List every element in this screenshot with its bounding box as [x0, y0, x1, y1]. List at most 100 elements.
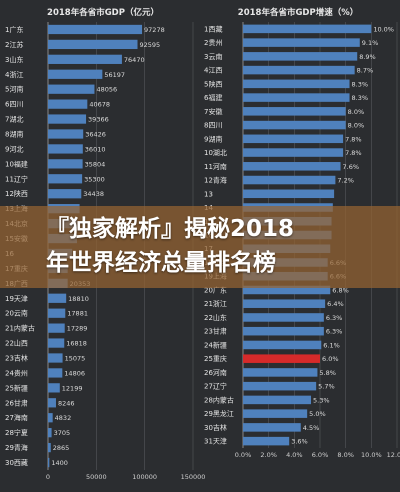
gdp-value-label: 12199 [62, 384, 83, 392]
growth-category-label: 10湖北 [204, 148, 227, 157]
gdp-category-label: 1广东 [5, 25, 23, 34]
headline-line-1: 『独家解析』揭秘2018 [46, 216, 295, 242]
growth-category-label: 7安徽 [204, 107, 222, 116]
growth-bar [243, 381, 317, 391]
gdp-chart-title: 2018年各省市GDP（亿元） [47, 7, 159, 18]
gdp-category-label: 21内蒙古 [5, 324, 35, 333]
growth-bar [243, 436, 290, 446]
growth-value-label: 6.3% [326, 314, 343, 322]
gdp-bar [48, 428, 52, 438]
gdp-bar [48, 24, 143, 35]
gdp-bar [48, 189, 82, 199]
growth-bar [243, 285, 331, 295]
gdp-category-label: 25新疆 [5, 383, 28, 392]
growth-bar [243, 24, 372, 34]
gdp-bar [48, 39, 138, 50]
gdp-bar [48, 383, 60, 393]
growth-bar [243, 326, 324, 336]
gdp-bar [48, 69, 103, 79]
growth-category-label: 25重庆 [204, 354, 227, 363]
gdp-bar [48, 144, 83, 154]
growth-value-label: 8.9% [359, 53, 376, 61]
growth-value-label: 10.0% [373, 25, 394, 33]
growth-bar [243, 120, 346, 130]
growth-bar [243, 52, 358, 61]
gdp-bar [48, 293, 67, 303]
gdp-value-label: 76470 [124, 56, 145, 64]
gdp-category-label: 27海南 [5, 413, 28, 422]
gdp-bar [48, 338, 65, 348]
growth-category-label: 12青海 [204, 176, 227, 185]
gdp-category-label: 3山东 [5, 55, 23, 64]
growth-bar [243, 134, 344, 144]
gdp-value-label: 15075 [65, 355, 86, 363]
gdp-bar [48, 368, 63, 378]
growth-x-tick-label: 10.0% [361, 451, 382, 459]
growth-value-label: 6.4% [327, 300, 344, 308]
growth-bar [243, 107, 346, 116]
growth-value-label: 9.1% [362, 39, 379, 47]
gdp-x-tick-label: 50000 [86, 473, 107, 481]
growth-category-label: 3云南 [204, 52, 222, 61]
growth-category-label: 26河南 [204, 368, 227, 377]
growth-bar [243, 423, 301, 432]
growth-value-label: 8.3% [352, 80, 369, 88]
growth-value-label: 6.1% [323, 341, 340, 349]
gdp-category-label: 4浙江 [5, 70, 23, 79]
growth-bar [243, 368, 318, 377]
gdp-category-label: 2江苏 [5, 40, 23, 49]
growth-bar [243, 79, 350, 89]
gdp-bar [48, 129, 84, 139]
gdp-value-label: 92595 [140, 41, 161, 49]
growth-category-label: 21浙江 [204, 299, 227, 308]
growth-value-label: 7.8% [345, 135, 362, 143]
gdp-category-label: 12陕西 [5, 189, 28, 198]
gdp-bar [48, 442, 51, 453]
gdp-x-tick-label: 0 [46, 473, 50, 481]
growth-category-label: 1西藏 [204, 24, 222, 33]
gdp-x-tick-label: 150000 [181, 473, 206, 481]
growth-bar [243, 299, 326, 308]
gdp-value-label: 36426 [85, 131, 106, 139]
growth-category-label: 20广东 [204, 285, 227, 294]
growth-value-label: 5.3% [313, 396, 330, 404]
growth-category-label: 4江西 [204, 67, 222, 75]
growth-category-label: 24新疆 [204, 340, 227, 349]
growth-value-label: 5.8% [319, 369, 336, 377]
gdp-category-label: 19天津 [5, 295, 28, 303]
gdp-category-label: 6四川 [5, 101, 23, 109]
gdp-bar [48, 308, 66, 318]
growth-category-label: 30吉林 [204, 423, 227, 432]
growth-value-label: 6.0% [322, 355, 339, 363]
gdp-value-label: 17881 [67, 310, 88, 318]
growth-category-label: 6福建 [204, 93, 222, 102]
growth-category-label: 29黑龙江 [204, 409, 234, 418]
growth-category-label: 5陕西 [204, 79, 222, 88]
growth-value-label: 8.0% [348, 108, 365, 116]
growth-category-label: 28内蒙古 [204, 395, 234, 404]
gdp-bar [48, 323, 65, 333]
growth-value-label: 3.6% [291, 438, 308, 446]
growth-value-label: 6.8% [332, 286, 349, 294]
growth-value-label: 7.8% [345, 149, 362, 157]
growth-chart-title: 2018年各省市GDP增速（%） [238, 7, 358, 18]
gdp-value-label: 40678 [89, 101, 110, 109]
gdp-category-label: 26甘肃 [5, 398, 28, 407]
gdp-category-label: 22山西 [5, 339, 28, 348]
growth-value-label: 5.0% [309, 410, 326, 418]
gdp-value-label: 39366 [88, 116, 109, 124]
growth-bar [243, 395, 312, 405]
growth-category-label: 27辽宁 [204, 382, 227, 391]
gdp-bar [48, 114, 87, 124]
gdp-category-label: 5河南 [5, 85, 23, 94]
gdp-category-label: 23吉林 [5, 354, 28, 363]
gdp-value-label: 4832 [55, 414, 72, 422]
headline-banner: 『独家解析』揭秘2018 年世界经济总量排名榜 [0, 206, 400, 288]
growth-category-label: 9湖南 [204, 134, 222, 143]
growth-category-label: 11河南 [204, 162, 227, 171]
gdp-category-label: 8湖南 [5, 130, 23, 139]
gdp-bar [48, 457, 50, 468]
gdp-bar [48, 159, 83, 169]
growth-bar [243, 354, 320, 363]
gdp-category-label: 7湖北 [5, 115, 23, 124]
